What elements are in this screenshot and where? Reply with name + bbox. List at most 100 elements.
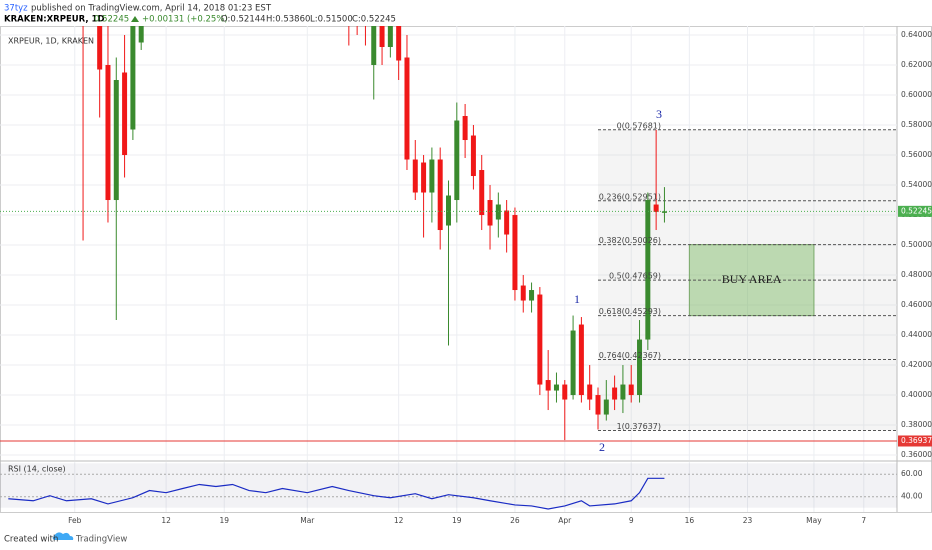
fib-label: 0.382(0.50026)	[599, 236, 661, 245]
x-tick-label: 12	[394, 516, 404, 525]
y-tick-label: 0.56000	[901, 150, 932, 159]
candle-body	[346, 0, 351, 5]
candle-body	[138, 26, 144, 43]
candle-body	[105, 65, 111, 201]
fib-label: 0.5(0.47659)	[609, 272, 661, 281]
y-tick-label: 0.50000	[901, 240, 932, 249]
y-tick-label: 0.36000	[901, 450, 932, 459]
candle-body	[628, 384, 634, 396]
x-tick-label: Feb	[68, 516, 82, 525]
annotation: 3	[656, 107, 662, 121]
footer-brand[interactable]: TradingView	[75, 535, 127, 545]
candle-body	[470, 135, 476, 177]
rsi-line	[8, 477, 665, 510]
zone-label: BUY AREA	[722, 272, 782, 286]
fib-label: 0.236(0.52951)	[599, 192, 661, 201]
candle-body	[653, 204, 659, 213]
x-tick-label: 7	[861, 516, 866, 525]
candle-body	[462, 116, 468, 141]
fib-label: 1(0.37637)	[617, 422, 661, 431]
up-arrow	[131, 16, 139, 22]
rsi-band	[0, 463, 897, 508]
ohlc-low: L:0.51500	[310, 15, 353, 25]
candle-body	[355, 0, 360, 5]
candle-body	[97, 26, 103, 70]
fib-label: 0.618(0.45293)	[599, 307, 661, 316]
candle-body	[379, 26, 385, 48]
x-tick-label: 19	[452, 516, 462, 525]
candle-body	[446, 195, 451, 226]
candle-body	[404, 57, 410, 160]
x-tick-label: Apr	[558, 516, 572, 525]
y-tick-label: 0.40000	[901, 390, 932, 399]
y-tick-label: 0.42000	[901, 360, 932, 369]
candle-body	[504, 210, 510, 235]
candle-body	[421, 162, 427, 193]
candle-body	[454, 120, 460, 201]
y-tick-label: 40.00	[901, 492, 923, 501]
symbol: KRAKEN:XRPEUR, 1D	[4, 15, 105, 25]
candle-body	[387, 26, 393, 48]
y-tick-label: 0.48000	[901, 270, 932, 279]
candle-body	[495, 204, 501, 220]
candle-body	[661, 211, 667, 213]
last-price: 0.52245	[94, 15, 129, 25]
y-tick-label: 0.62000	[901, 60, 932, 69]
candle-body	[122, 72, 128, 156]
cloud-icon	[52, 532, 74, 540]
candle-body	[578, 324, 584, 396]
candle-body	[570, 330, 576, 396]
x-tick-label: 23	[743, 516, 753, 525]
y-tick-label: 0.58000	[901, 120, 932, 129]
price-tag-label: 0.52245	[901, 206, 932, 215]
candle-body	[637, 339, 643, 396]
candle-body	[562, 384, 568, 400]
y-tick-label: 0.46000	[901, 300, 932, 309]
x-tick-label: 26	[510, 516, 520, 525]
change: +0.00131 (+0.25%)	[142, 15, 228, 25]
x-tick-label: 19	[219, 516, 229, 525]
annotation: 2	[599, 440, 605, 454]
candle-body	[130, 26, 136, 130]
candle-body	[612, 387, 618, 400]
x-tick-label: May	[806, 516, 822, 525]
candle-body	[512, 215, 518, 291]
annotation: 1	[574, 292, 580, 306]
candle-body	[113, 80, 119, 201]
candle-body	[537, 294, 543, 385]
y-tick-label: 0.64000	[901, 30, 932, 39]
chart-legend: XRPEUR, 1D, KRAKEN	[8, 37, 94, 46]
main-pane	[0, 0, 897, 460]
candle-body	[603, 399, 609, 415]
x-tick-label: 12	[161, 516, 171, 525]
overlay: Feb 12 19 Mar 12 19 26 Apr 9 16 23 May 70.360000.380…	[68, 30, 932, 525]
x-tick-label: 9	[629, 516, 634, 525]
y-tick-label: 60.00	[901, 469, 923, 478]
candle-body	[587, 384, 593, 400]
price-tag	[898, 205, 932, 217]
published: published on TradingView.com, April 14, …	[31, 4, 272, 14]
candle-body	[429, 159, 435, 193]
ohlc-high: H:0.53860	[266, 15, 310, 25]
candle-body	[487, 200, 493, 226]
candle-body	[645, 200, 651, 340]
candle-body	[412, 159, 418, 193]
candle-body	[437, 159, 443, 231]
price-tag-label: 0.36937	[901, 436, 932, 445]
rsi-pane	[0, 462, 897, 512]
x-tick-label: Mar	[300, 516, 315, 525]
y-tick-label: 0.54000	[901, 180, 932, 189]
y-tick-label: 0.60000	[901, 90, 932, 99]
y-tick-label: 0.38000	[901, 420, 932, 429]
candle-body	[371, 26, 377, 66]
candle-body	[479, 170, 485, 216]
author[interactable]: 37tyz	[4, 4, 28, 14]
rsi-legend: RSI (14, close)	[8, 465, 66, 474]
price-tag	[898, 435, 932, 447]
candle-body	[396, 26, 402, 61]
candle-body	[529, 290, 535, 301]
ohlc-close: C:0.52245	[352, 15, 396, 25]
candle-body	[595, 395, 601, 415]
candle-body	[545, 380, 551, 391]
